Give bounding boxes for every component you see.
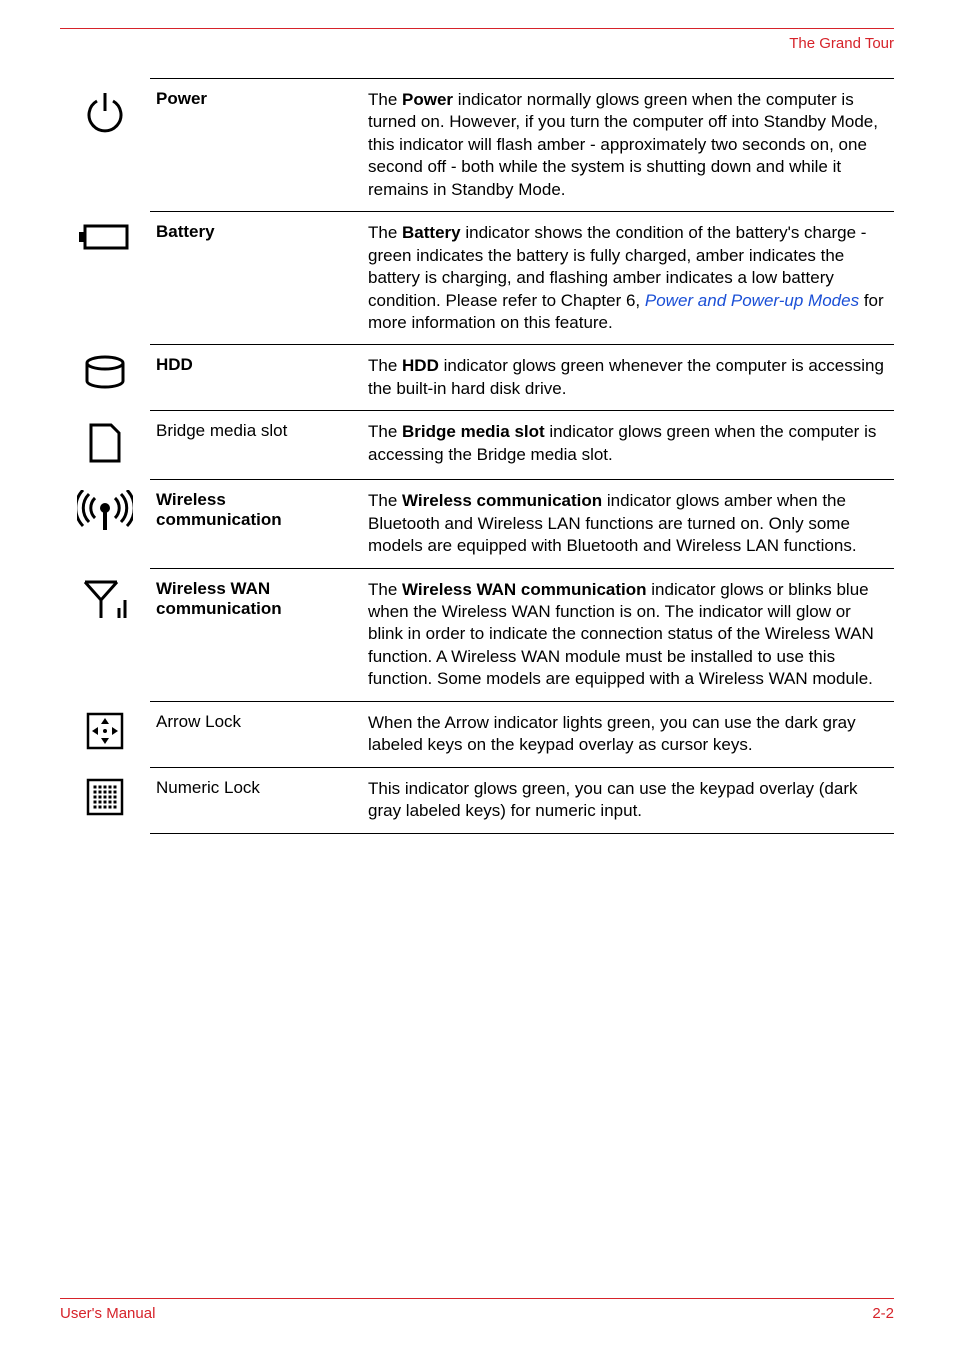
footer-right: 2-2: [872, 1305, 894, 1322]
row-description: This indicator glows green, you can use …: [362, 767, 894, 833]
row-label: Power: [150, 79, 362, 212]
power-icon: [60, 79, 150, 212]
table-row: PowerThe Power indicator normally glows …: [60, 79, 894, 212]
table-row: Arrow LockWhen the Arrow indicator light…: [60, 701, 894, 767]
row-description: The Wireless WAN communication indicator…: [362, 568, 894, 701]
numeric-lock-icon: [60, 767, 150, 833]
bridge-media-icon: [87, 421, 123, 465]
row-label: HDD: [150, 345, 362, 411]
table-row: BatteryThe Battery indicator shows the c…: [60, 212, 894, 345]
wwan-icon: [60, 568, 150, 701]
row-label: Wireless communication: [150, 480, 362, 568]
hdd-icon: [82, 355, 128, 389]
arrow-lock-icon: [60, 701, 150, 767]
wireless-icon: [60, 480, 150, 568]
row-description: When the Arrow indicator lights green, y…: [362, 701, 894, 767]
numeric-lock-icon: [85, 777, 125, 817]
row-description: The Power indicator normally glows green…: [362, 79, 894, 212]
table-row: Numeric LockThis indicator glows green, …: [60, 767, 894, 833]
arrow-lock-icon: [85, 711, 125, 751]
wireless-icon: [77, 490, 133, 534]
table-row: Bridge media slotThe Bridge media slot i…: [60, 411, 894, 480]
row-description: The HDD indicator glows green whenever t…: [362, 345, 894, 411]
bridge-media-icon: [60, 411, 150, 480]
power-icon: [80, 89, 130, 139]
table-row: Wireless communicationThe Wireless commu…: [60, 480, 894, 568]
hdd-icon: [60, 345, 150, 411]
row-label: Numeric Lock: [150, 767, 362, 833]
row-label: Arrow Lock: [150, 701, 362, 767]
wwan-icon: [81, 578, 129, 620]
battery-icon: [60, 212, 150, 345]
page: The Grand Tour PowerThe Power indicator …: [0, 0, 954, 1352]
row-label: Wireless WAN communication: [150, 568, 362, 701]
header-rule: [60, 28, 894, 29]
footer-left: User's Manual: [60, 1305, 155, 1322]
row-label: Battery: [150, 212, 362, 345]
row-description: The Battery indicator shows the conditio…: [362, 212, 894, 345]
footer: User's Manual 2-2: [60, 1298, 894, 1322]
row-description: The Bridge media slot indicator glows gr…: [362, 411, 894, 480]
footer-rule: [60, 1298, 894, 1299]
spec-table: PowerThe Power indicator normally glows …: [60, 78, 894, 834]
table-row: HDDThe HDD indicator glows green wheneve…: [60, 345, 894, 411]
row-description: The Wireless communication indicator glo…: [362, 480, 894, 568]
header-title: The Grand Tour: [60, 35, 894, 52]
battery-icon: [77, 222, 133, 252]
table-row: Wireless WAN communicationThe Wireless W…: [60, 568, 894, 701]
row-label: Bridge media slot: [150, 411, 362, 480]
